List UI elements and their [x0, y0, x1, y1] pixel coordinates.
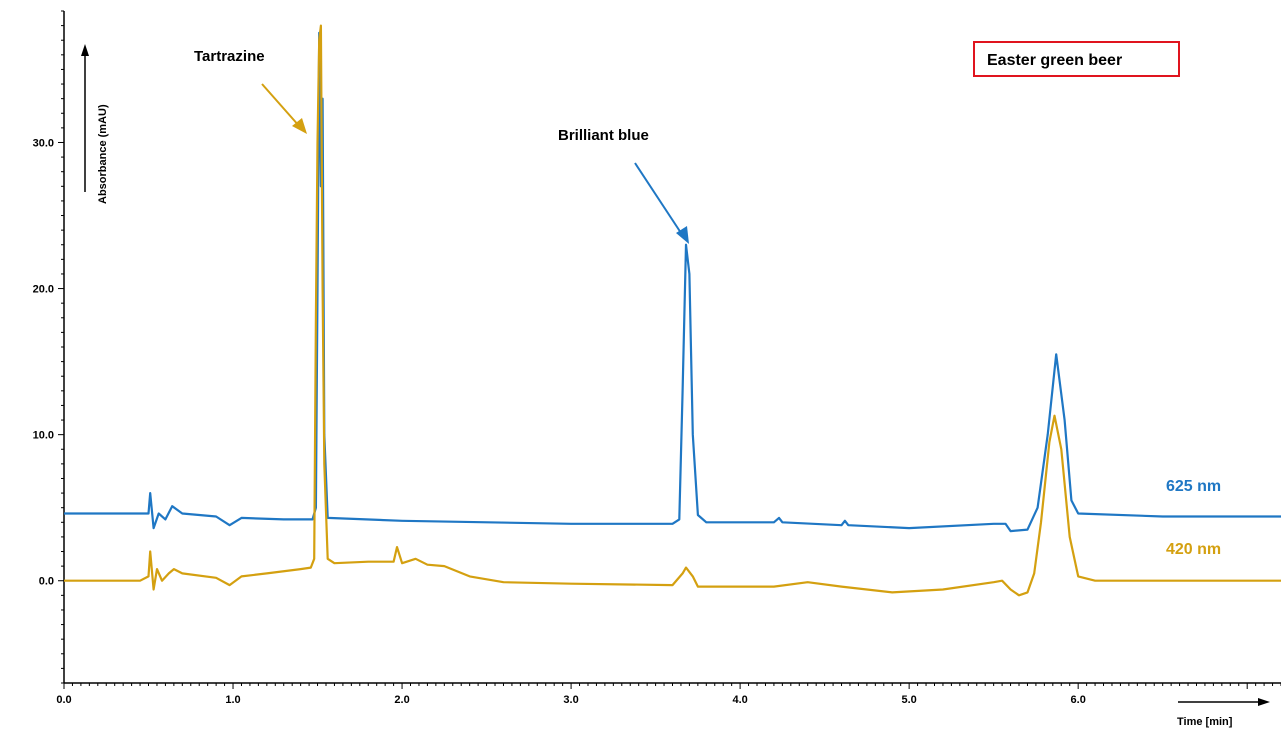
x-tick-label: 0.0	[56, 694, 71, 706]
x-tick-label: 5.0	[901, 694, 916, 706]
annotation-tartrazine: Tartrazine	[194, 48, 265, 65]
x-tick-label: 4.0	[732, 694, 747, 706]
x-tick-label: 3.0	[563, 694, 578, 706]
x-axis-label: Time [min]	[1177, 716, 1233, 728]
y-tick-label: 10.0	[33, 430, 54, 442]
annotation-arrow-tartrazine	[261, 83, 301, 128]
annotation-arrow-brilliant-blue	[634, 162, 684, 237]
y-axis-arrow-head	[81, 44, 89, 56]
series-group	[64, 24, 1281, 597]
x-tick-label: 1.0	[225, 694, 240, 706]
axis-ticks: 0.0 1.0 2.0 3.0 4.0 5.0 6.0 0.0 10.0 20.0 30.0	[33, 10, 1281, 706]
series-line-420-nm	[64, 24, 1281, 597]
x-tick-label: 2.0	[394, 694, 409, 706]
annotation-arrowhead-tartrazine	[292, 118, 307, 134]
annotation-brilliant-blue: Brilliant blue	[558, 127, 649, 144]
x-tick-label: 6.0	[1071, 694, 1086, 706]
y-axis-label: Absorbance (mAU)	[97, 104, 109, 204]
y-tick-label: 30.0	[33, 137, 54, 149]
x-axis-arrow-head	[1258, 698, 1270, 706]
y-tick-label: 0.0	[39, 576, 54, 588]
series-line-625-nm	[64, 31, 1281, 533]
y-tick-label: 20.0	[33, 284, 54, 296]
title-box	[973, 41, 1180, 77]
series-label-625: 625 nm	[1166, 478, 1221, 495]
annotation-arrowhead-brilliant-blue	[676, 226, 689, 244]
chart-title: Easter green beer	[987, 52, 1122, 69]
series-label-420: 420 nm	[1166, 541, 1221, 558]
